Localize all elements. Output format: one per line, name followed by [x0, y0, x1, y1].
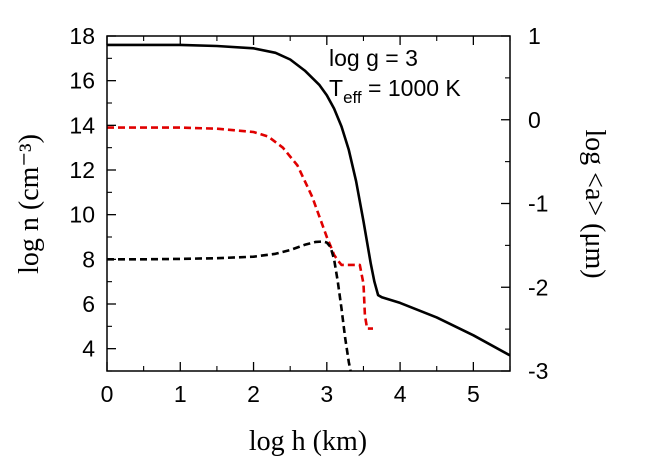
- curves-group: [107, 43, 510, 371]
- y2-tick-label: -2: [528, 274, 548, 300]
- x-tick-label: 0: [101, 381, 114, 407]
- y2-tick-label: 1: [528, 23, 541, 49]
- y-tick-label: 6: [82, 291, 95, 317]
- x-tick-label: 3: [320, 381, 333, 407]
- annotation-teff: Teff = 1000 K: [329, 75, 461, 107]
- annotation-teff-sub: eff: [343, 88, 362, 107]
- y-tick-label: 8: [82, 246, 95, 272]
- series-3-line: [107, 240, 352, 371]
- y-axis-title: log n (cm⁻³): [14, 134, 45, 274]
- y-tick-label: 18: [69, 23, 95, 49]
- y2-axis-title: log <a> (μm): [579, 129, 610, 278]
- y-tick-label: 10: [69, 202, 95, 228]
- x-tick-label: 4: [394, 381, 407, 407]
- y-tick-label: 14: [69, 112, 95, 138]
- y2-tick-label: -3: [528, 358, 548, 384]
- y2-tick-label: 0: [528, 107, 541, 133]
- x-tick-label: 5: [467, 381, 480, 407]
- annotation-teff-main: T: [329, 75, 343, 101]
- x-tick-label: 1: [174, 381, 187, 407]
- series-1-line: [107, 43, 510, 357]
- x-axis-title: log h (km): [249, 426, 367, 457]
- annotation-teff-rest: = 1000 K: [362, 75, 462, 101]
- y-tick-label: 4: [82, 336, 95, 362]
- x-tick-label: 2: [247, 381, 260, 407]
- annotation-log-g: log g = 3: [329, 45, 418, 71]
- series-2-line: [107, 126, 373, 330]
- y2-tick-label: -1: [528, 191, 548, 217]
- y-tick-label: 16: [69, 68, 95, 94]
- y-tick-label: 12: [69, 157, 95, 183]
